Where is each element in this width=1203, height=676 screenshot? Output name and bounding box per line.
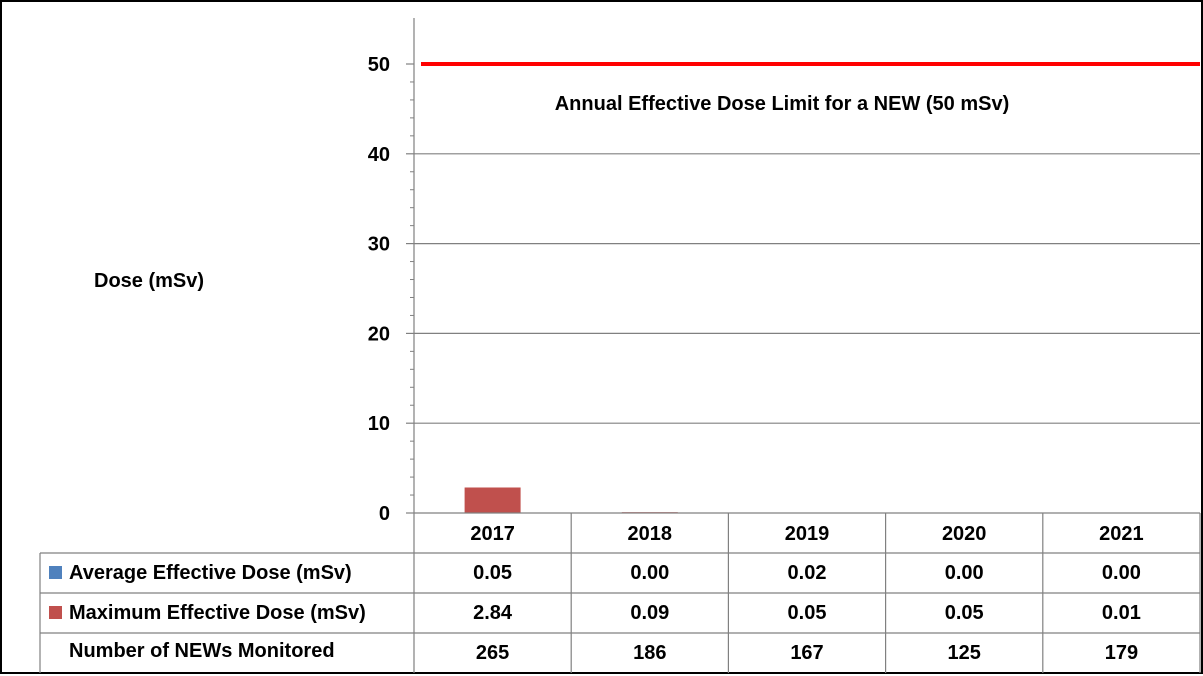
table-cell: 265 [476,642,509,664]
legend-label-maximum: Maximum Effective Dose (mSv) [69,602,366,624]
y-axis-label: Dose (mSv) [94,270,204,292]
legend-label-average: Average Effective Dose (mSv) [69,562,352,584]
data-label: 0.02 [788,562,827,584]
data-label: 0.00 [630,562,669,584]
axis-layer: 0 10 20 30 40 50 [368,18,414,525]
bars-layer [437,487,1150,513]
x-tick-label: 2019 [785,523,830,545]
data-label: 0.01 [1102,602,1141,624]
y-tick-label: 0 [379,503,390,525]
legend-key-maximum [49,606,62,619]
y-tick-label: 50 [368,54,390,76]
reference-line-label: Annual Effective Dose Limit for a NEW (5… [555,93,1010,115]
table-cell: 179 [1105,642,1138,664]
table-cell: 186 [633,642,666,664]
data-label: 0.05 [945,602,984,624]
legend-key-average [49,566,62,579]
table-cell: 167 [790,642,823,664]
data-label: 0.00 [1102,562,1141,584]
data-table: 2017 2018 2019 2020 2021 Average Effective Do… [40,513,1200,673]
x-tick-label: 2017 [470,523,515,545]
y-tick-label: 20 [368,323,390,345]
x-tick-label: 2021 [1099,523,1144,545]
data-label: 0.00 [945,562,984,584]
table-cell: 125 [948,642,981,664]
table-row-label: Number of NEWs Monitored [69,640,335,662]
data-label: 0.05 [473,562,512,584]
grid-layer [414,154,1200,423]
y-tick-label: 40 [368,144,390,166]
x-tick-label: 2020 [942,523,987,545]
data-label: 0.05 [788,602,827,624]
y-tick-label: 10 [368,413,390,435]
reference-line-layer: Annual Effective Dose Limit for a NEW (5… [421,64,1200,115]
data-label: 2.84 [473,602,513,624]
x-tick-label: 2018 [628,523,673,545]
data-label: 0.09 [630,602,669,624]
y-tick-label: 30 [368,234,390,256]
bar-maximum-2017 [465,487,521,513]
